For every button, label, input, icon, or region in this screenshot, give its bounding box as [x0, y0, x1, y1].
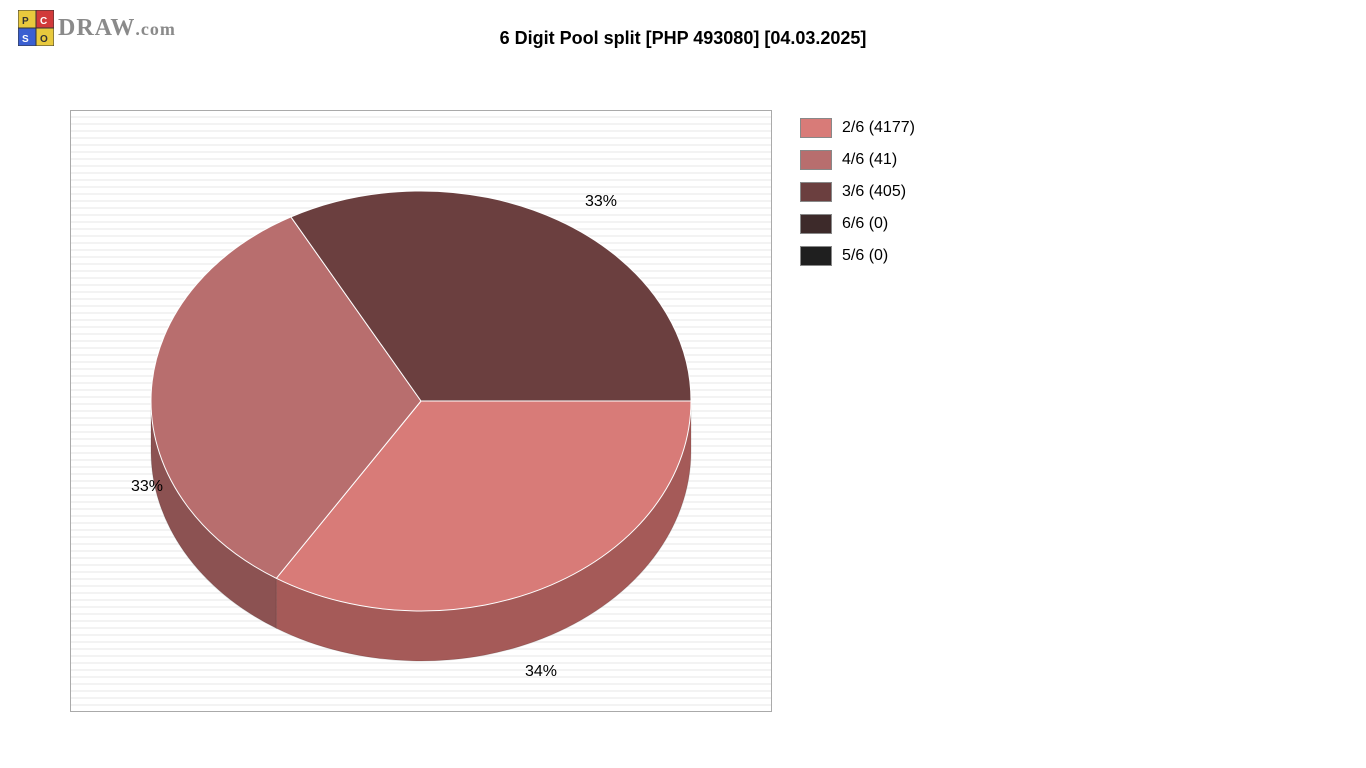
legend-label: 2/6 (4177)	[842, 119, 915, 137]
pie-slice-label: 33%	[131, 478, 163, 495]
svg-text:P: P	[22, 16, 29, 27]
legend-item: 6/6 (0)	[800, 214, 915, 234]
svg-text:C: C	[40, 16, 47, 27]
legend-label: 3/6 (405)	[842, 183, 906, 201]
legend-label: 5/6 (0)	[842, 247, 888, 265]
pie-chart: 34% 33% 33%	[71, 111, 771, 711]
legend-swatch	[800, 118, 832, 138]
legend-label: 6/6 (0)	[842, 215, 888, 233]
chart-plot-area: 34% 33% 33%	[70, 110, 772, 712]
legend-label: 4/6 (41)	[842, 151, 897, 169]
legend-swatch	[800, 150, 832, 170]
pie-slice-label: 34%	[525, 663, 557, 680]
legend-item: 3/6 (405)	[800, 182, 915, 202]
legend-swatch	[800, 182, 832, 202]
legend-swatch	[800, 246, 832, 266]
legend-item: 4/6 (41)	[800, 150, 915, 170]
chart-legend: 2/6 (4177) 4/6 (41) 3/6 (405) 6/6 (0) 5/6 (0…	[800, 118, 915, 278]
legend-item: 5/6 (0)	[800, 246, 915, 266]
pie-slice-label: 33%	[585, 193, 617, 210]
chart-title: 6 Digit Pool split [PHP 493080] [04.03.2…	[0, 28, 1366, 49]
legend-item: 2/6 (4177)	[800, 118, 915, 138]
legend-swatch	[800, 214, 832, 234]
